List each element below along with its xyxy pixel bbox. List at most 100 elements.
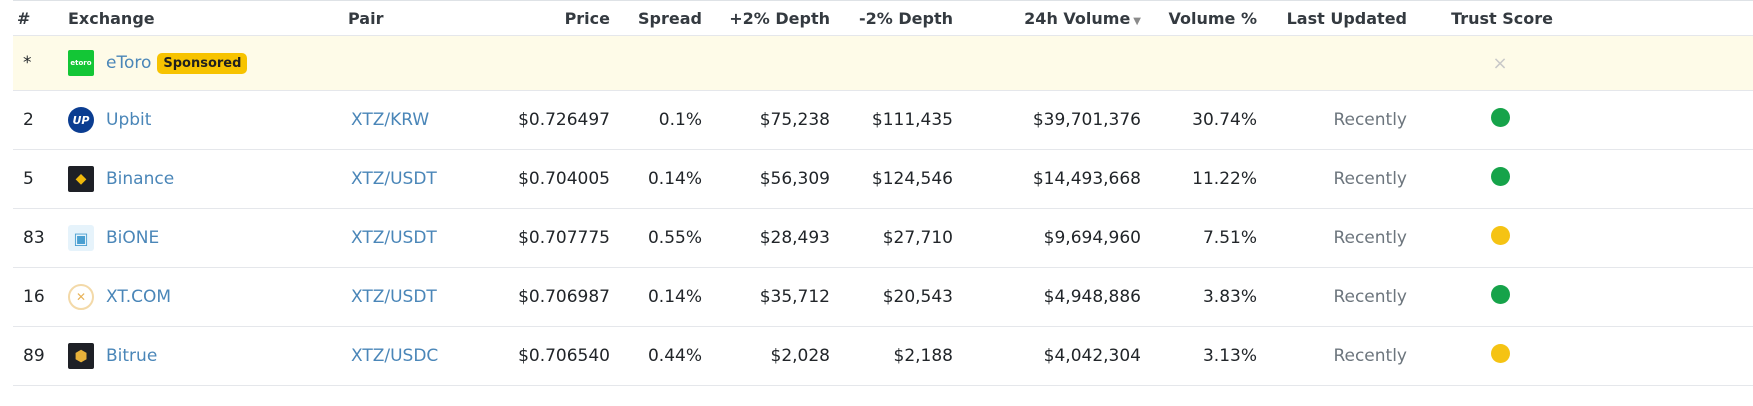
header-spread[interactable]: Spread: [610, 0, 702, 36]
pair-link[interactable]: XTZ/USDT: [351, 169, 437, 189]
header-depth-minus[interactable]: -2% Depth: [830, 0, 953, 36]
trust-score-dot-icon: [1490, 167, 1510, 186]
row-price: $0.706540: [498, 326, 610, 386]
row-depth-minus: $2,188: [830, 326, 953, 386]
row-volume: $4,948,886: [953, 267, 1141, 327]
row-spread: 0.14%: [610, 149, 702, 209]
header-volume[interactable]: 24h Volume ▼: [953, 0, 1141, 36]
row-depth-plus: $2,028: [702, 326, 830, 386]
row-depth-plus: $28,493: [702, 208, 830, 268]
pair-link[interactable]: XTZ/USDT: [351, 228, 437, 248]
row-volume: $39,701,376: [953, 90, 1141, 150]
row-price: $0.726497: [498, 90, 610, 150]
row-exchange-cell[interactable]: ▣ BiONE: [68, 208, 348, 268]
header-spacer: [1553, 0, 1753, 36]
xtcom-logo-icon: ✕: [68, 284, 94, 310]
row-volume-pct: 11.22%: [1141, 149, 1257, 209]
row-last-updated: Recently: [1257, 90, 1407, 150]
row-exchange-cell[interactable]: ◆ Binance: [68, 149, 348, 209]
row-price: $0.704005: [498, 149, 610, 209]
pair-link[interactable]: XTZ/USDT: [351, 287, 437, 307]
header-volume-label: 24h Volume: [1024, 8, 1131, 28]
header-trust-score[interactable]: Trust Score: [1407, 0, 1553, 36]
row-trust-score[interactable]: [1407, 90, 1553, 150]
row-trust-score[interactable]: [1407, 326, 1553, 386]
row-depth-minus: $111,435: [830, 90, 953, 150]
row-spread: 0.1%: [610, 90, 702, 150]
close-icon: ×: [1492, 52, 1508, 74]
exchange-link[interactable]: BiONE: [106, 228, 160, 248]
trust-score-dot-icon: [1490, 344, 1510, 363]
header-volume-pct[interactable]: Volume %: [1141, 0, 1257, 36]
bione-logo-icon: ▣: [68, 225, 94, 251]
row-last-updated: Recently: [1257, 149, 1407, 209]
row-depth-plus: $35,712: [702, 267, 830, 327]
pair-link[interactable]: XTZ/KRW: [351, 110, 430, 130]
trust-score-dot-icon: [1490, 108, 1510, 127]
table-row[interactable]: 83 ▣ BiONE XTZ/USDT $0.707775 0.55% $28,493 $27…: [13, 208, 1753, 268]
sort-desc-icon: ▼: [1133, 15, 1141, 27]
trust-score-dot-icon: [1490, 285, 1510, 304]
row-trust-score[interactable]: [1407, 149, 1553, 209]
row-price: $0.706987: [498, 267, 610, 327]
exchange-markets-table: # Exchange Pair Price Spread +2% Depth -…: [13, 0, 1753, 386]
exchange-link[interactable]: XT.COM: [106, 287, 172, 307]
row-rank: 16: [13, 267, 68, 327]
sponsored-exchange-cell[interactable]: etoro eToro Sponsored: [68, 35, 348, 91]
binance-logo-icon: ◆: [68, 166, 94, 192]
header-depth-plus[interactable]: +2% Depth: [702, 0, 830, 36]
row-depth-plus: $75,238: [702, 90, 830, 150]
exchange-link[interactable]: Bitrue: [106, 346, 158, 366]
table-row[interactable]: 89 ⬢ Bitrue XTZ/USDC $0.706540 0.44% $2,028 $2,…: [13, 326, 1753, 386]
row-rank: 2: [13, 90, 68, 150]
table-header-row: # Exchange Pair Price Spread +2% Depth -…: [13, 0, 1753, 36]
row-rank: 83: [13, 208, 68, 268]
row-exchange-cell[interactable]: ⬢ Bitrue: [68, 326, 348, 386]
row-volume-pct: 30.74%: [1141, 90, 1257, 150]
row-last-updated: Recently: [1257, 267, 1407, 327]
trust-score-dot-icon: [1490, 226, 1510, 245]
row-volume: $4,042,304: [953, 326, 1141, 386]
sponsored-rank: *: [13, 35, 68, 91]
row-last-updated: Recently: [1257, 326, 1407, 386]
etoro-logo-icon: etoro: [68, 50, 94, 76]
header-last-updated[interactable]: Last Updated: [1257, 0, 1407, 36]
row-volume-pct: 3.13%: [1141, 326, 1257, 386]
row-exchange-cell[interactable]: ✕ XT.COM: [68, 267, 348, 327]
row-rank: 5: [13, 149, 68, 209]
row-exchange-cell[interactable]: UP Upbit: [68, 90, 348, 150]
row-depth-minus: $124,546: [830, 149, 953, 209]
row-volume-pct: 7.51%: [1141, 208, 1257, 268]
row-trust-score[interactable]: [1407, 208, 1553, 268]
row-spread: 0.44%: [610, 326, 702, 386]
row-depth-minus: $20,543: [830, 267, 953, 327]
row-volume: $9,694,960: [953, 208, 1141, 268]
row-depth-plus: $56,309: [702, 149, 830, 209]
row-trust-score[interactable]: [1407, 267, 1553, 327]
header-pair[interactable]: Pair: [348, 0, 498, 36]
table-row[interactable]: 16 ✕ XT.COM XTZ/USDT $0.706987 0.14% $35,712 $2…: [13, 267, 1753, 327]
row-volume: $14,493,668: [953, 149, 1141, 209]
row-depth-minus: $27,710: [830, 208, 953, 268]
bitrue-logo-icon: ⬢: [68, 343, 94, 369]
exchange-link[interactable]: Upbit: [106, 110, 152, 130]
row-volume-pct: 3.83%: [1141, 267, 1257, 327]
header-rank[interactable]: #: [13, 0, 68, 36]
row-rank: 89: [13, 326, 68, 386]
row-last-updated: Recently: [1257, 208, 1407, 268]
upbit-logo-icon: UP: [68, 107, 94, 133]
table-row[interactable]: 5 ◆ Binance XTZ/USDT $0.704005 0.14% $56,309 $1…: [13, 149, 1753, 209]
table-row[interactable]: 2 UP Upbit XTZ/KRW $0.726497 0.1% $75,238 $111,…: [13, 90, 1753, 150]
sponsored-exchange-link[interactable]: eToro: [106, 53, 152, 73]
dismiss-sponsored-button[interactable]: ×: [1407, 35, 1553, 91]
pair-link[interactable]: XTZ/USDC: [351, 346, 439, 366]
exchange-markets-table-container: # Exchange Pair Price Spread +2% Depth -…: [13, 0, 1753, 386]
row-spread: 0.55%: [610, 208, 702, 268]
exchange-link[interactable]: Binance: [106, 169, 175, 189]
header-price[interactable]: Price: [498, 0, 610, 36]
sponsored-badge: Sponsored: [157, 52, 248, 74]
row-spread: 0.14%: [610, 267, 702, 327]
sponsored-row[interactable]: * etoro eToro Sponsored ×: [13, 35, 1753, 91]
row-price: $0.707775: [498, 208, 610, 268]
header-exchange[interactable]: Exchange: [68, 0, 348, 36]
